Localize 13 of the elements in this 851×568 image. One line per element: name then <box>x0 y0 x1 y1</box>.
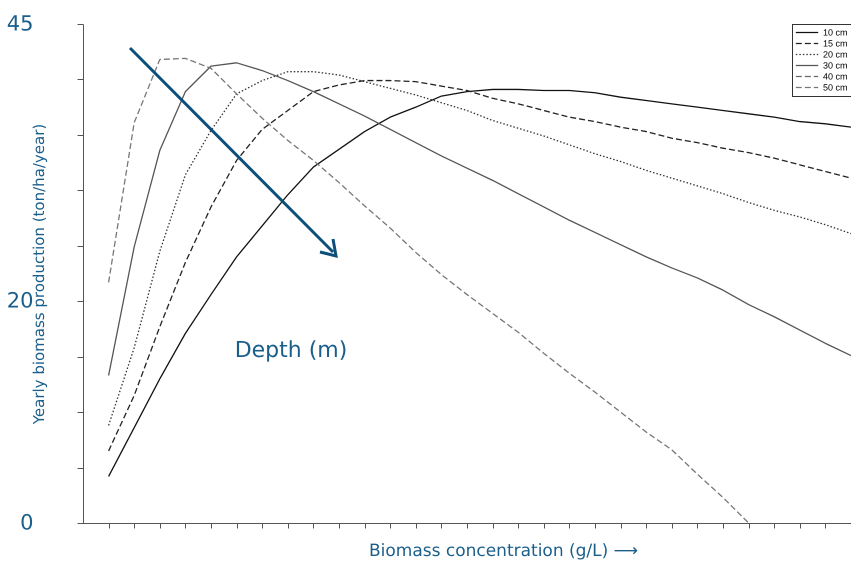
line-series <box>108 62 851 376</box>
y-tick-label: 0 <box>20 510 34 534</box>
x-axis-title: Biomass concentration (g/L) ⟶ <box>368 541 638 561</box>
legend-label: 10 cm <box>823 28 848 38</box>
legend-label: 50 cm <box>823 82 848 92</box>
y-tick-label: 45 <box>6 12 34 36</box>
legend-label: 20 cm <box>823 50 848 60</box>
legend-label: 30 cm <box>823 60 848 70</box>
legend-label: 15 cm <box>823 38 848 48</box>
y-tick-label: 20 <box>6 288 34 313</box>
legend-label: 40 cm <box>823 72 848 82</box>
line-series <box>108 58 750 523</box>
annotation: Depth (m) <box>234 338 348 363</box>
